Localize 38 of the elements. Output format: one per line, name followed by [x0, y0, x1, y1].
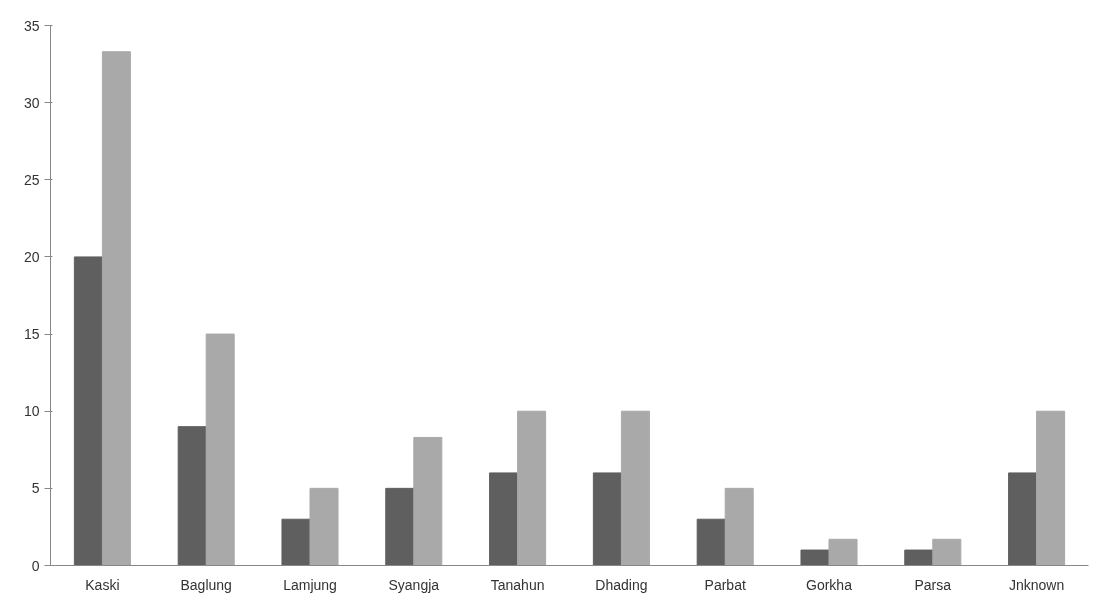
bar	[696, 518, 726, 566]
y-tick-label: 15	[23, 326, 40, 343]
bar	[800, 549, 830, 566]
bar	[1008, 472, 1038, 566]
bar	[828, 538, 858, 566]
x-tick-label: Parsa	[914, 576, 952, 593]
y-tick-label: 20	[23, 248, 40, 265]
bar	[489, 472, 519, 566]
y-tick-label: 35	[23, 17, 40, 34]
x-tick-label: Jnknown	[1008, 576, 1065, 593]
bar	[101, 51, 131, 566]
bar	[177, 426, 207, 566]
bar	[73, 256, 103, 566]
bar	[413, 436, 443, 566]
x-tick-label: Syangja	[388, 576, 440, 593]
bar	[904, 549, 934, 566]
bar	[517, 410, 547, 566]
y-tick-label: 0	[31, 557, 40, 574]
bar	[932, 538, 962, 566]
y-tick-label: 10	[23, 403, 40, 420]
y-tick-label: 5	[31, 480, 40, 497]
y-tick-label: 30	[23, 94, 40, 111]
x-tick-label: Dhading	[595, 576, 648, 593]
x-tick-label: Lamjung	[283, 576, 337, 593]
x-tick-label: Kaski	[85, 576, 120, 593]
x-tick-label: Parbat	[704, 576, 746, 593]
bar	[385, 487, 415, 566]
y-tick-label: 25	[23, 171, 40, 188]
bar	[1036, 410, 1066, 566]
bar	[309, 487, 339, 566]
bar	[724, 487, 754, 566]
x-tick-label: Tanahun	[490, 576, 545, 593]
x-tick-label: Baglung	[180, 576, 232, 593]
bar	[281, 518, 311, 566]
bar	[592, 472, 622, 566]
bar	[620, 410, 650, 566]
x-tick-label: Gorkha	[806, 576, 853, 593]
bar	[205, 333, 235, 566]
